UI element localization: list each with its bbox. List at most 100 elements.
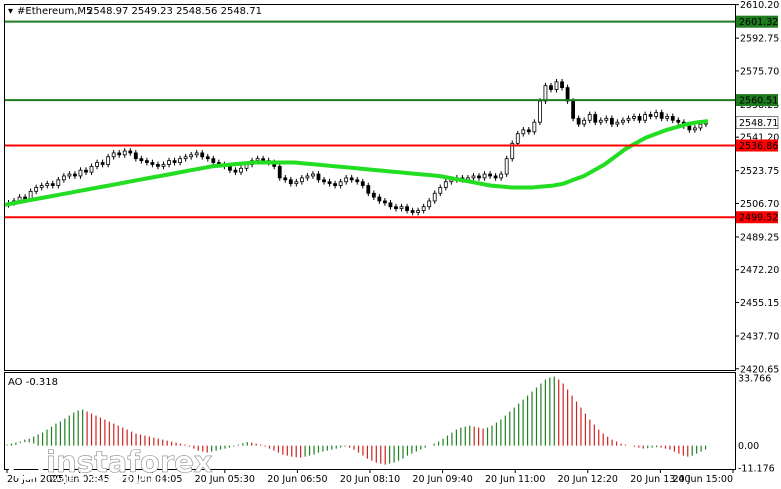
ao-label: AO -0.318 — [8, 377, 58, 388]
candle-body — [604, 117, 609, 121]
candle-body — [504, 158, 509, 175]
candle-body — [311, 173, 315, 177]
level-badge — [736, 94, 778, 107]
candle-body — [670, 116, 675, 121]
price-levels: 2601.32 2560.51 2536.86 2499.52 2548.71 — [5, 15, 779, 224]
candle-body — [178, 158, 182, 163]
time-tick-label: 20 Jun 2025 — [7, 474, 64, 485]
candle-body — [200, 152, 205, 158]
time-tick-label: 20 Jun 09:40 — [412, 474, 472, 485]
candle-body — [294, 181, 299, 185]
candle-body — [377, 196, 382, 202]
candle-body — [560, 81, 564, 89]
candle-body — [643, 114, 647, 121]
candle-body — [78, 169, 83, 177]
candle-body — [471, 175, 476, 179]
level-badge — [736, 15, 778, 28]
candle-body — [305, 175, 310, 179]
candle-body — [554, 81, 559, 90]
candle-body — [432, 192, 437, 202]
price-tick-label: 2575.70 — [740, 66, 779, 77]
candle-body — [89, 165, 94, 173]
ao-axis: 33.766 0.00 -11.176 — [738, 374, 775, 475]
candle-body — [194, 152, 199, 156]
candle-body — [648, 114, 653, 117]
candle-body — [228, 165, 232, 171]
candle-body — [654, 112, 659, 117]
candle-body — [576, 117, 581, 125]
candle-body — [139, 158, 144, 162]
candle-body — [394, 206, 398, 210]
candle-body — [355, 179, 360, 183]
candle-body — [56, 179, 61, 186]
price-tick-label: 2541.20 — [740, 133, 779, 144]
candle-body — [587, 114, 592, 121]
level-label: 2601.32 — [739, 17, 778, 28]
time-tick-label: 20 Jun 13:40 — [630, 474, 690, 485]
time-tick-label: 20 Jun 15:00 — [673, 474, 733, 485]
candle-body — [239, 167, 243, 173]
candle-body — [316, 173, 321, 181]
price-tick-label: 2592.75 — [740, 34, 779, 45]
candle-body — [233, 169, 238, 173]
current-price-badge — [735, 116, 779, 129]
candle-body — [106, 156, 111, 165]
candle-body — [344, 177, 349, 183]
time-tick-label: 20 Jun 05:30 — [195, 474, 255, 485]
ao-tick-label: 0.00 — [738, 441, 759, 452]
price-tick-label: 2437.70 — [740, 331, 779, 342]
candle-body — [133, 152, 138, 160]
price-tick-label: 2489.25 — [740, 232, 779, 243]
candle-body — [349, 177, 354, 181]
candle-body — [360, 181, 365, 186]
candle-body — [427, 200, 432, 208]
candle-body — [532, 121, 537, 133]
time-tick-label: 20 Jun 11:00 — [485, 474, 545, 485]
current-price-label: 2548.71 — [739, 118, 778, 129]
candle-body — [283, 177, 288, 181]
logo-tagline: Instant Forex Trading — [48, 474, 164, 487]
candle-body — [95, 162, 99, 167]
instaforex-logo: instaforex Instant Forex Trading — [7, 442, 213, 487]
candle-body — [692, 127, 697, 131]
candle-body — [277, 165, 282, 179]
candle-body — [621, 119, 625, 123]
price-tick-label: 2523.75 — [740, 166, 779, 177]
candle-body — [50, 183, 55, 186]
candle-body — [73, 173, 77, 177]
candle-body — [23, 196, 28, 200]
ao-tick-label: 33.766 — [738, 374, 771, 385]
candle-body — [111, 152, 116, 158]
ao-histogram — [6, 376, 707, 465]
candle-body — [632, 116, 636, 119]
candle-body — [659, 112, 664, 119]
candle-body — [593, 114, 598, 123]
candles — [6, 78, 708, 216]
candle-body — [549, 85, 553, 90]
candle-body — [609, 117, 614, 125]
candle-body — [261, 158, 266, 162]
price-tick-label: 2472.20 — [740, 265, 779, 276]
candle-body — [443, 181, 448, 188]
candle-body — [333, 183, 337, 186]
logo-brand: instaforex — [46, 445, 213, 479]
candle-body — [84, 169, 88, 173]
candle-body — [183, 156, 188, 160]
candle-body — [205, 156, 210, 160]
candle-body — [405, 206, 409, 211]
candle-body — [438, 187, 443, 194]
candle-body — [61, 175, 66, 181]
candle-body — [67, 173, 72, 177]
candle-body — [255, 158, 260, 162]
candle-body — [211, 158, 216, 163]
candle-body — [150, 162, 155, 165]
ao-tick-label: -11.176 — [738, 464, 775, 475]
symbol-label: #Ethereum,M5 — [17, 6, 92, 17]
candle-body — [371, 192, 376, 198]
candle-body — [39, 185, 44, 188]
time-tick-label: 20 Jun 12:20 — [558, 474, 618, 485]
candle-body — [571, 100, 576, 119]
logo-dot-icon — [20, 455, 32, 467]
candle-body — [626, 117, 631, 121]
